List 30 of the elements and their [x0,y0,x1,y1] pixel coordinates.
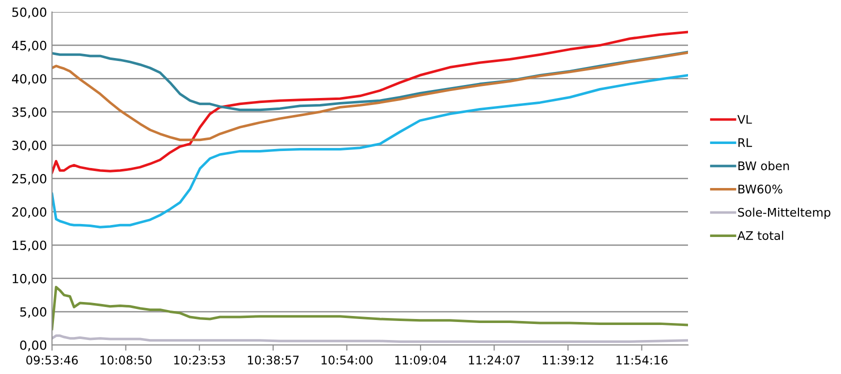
y-tick-label: 35,00 [12,107,46,118]
y-tick-label: 30,00 [12,140,46,152]
legend-label: RL [738,138,752,147]
x-tick-label: 11:39:12 [542,356,594,365]
y-tick-label: 0,00 [20,340,46,352]
line-series [52,30,688,174]
y-tick-label: 25,00 [12,174,46,185]
legend-label: BW oben [738,161,789,170]
x-tick-label: 11:24:07 [468,356,520,365]
x-tick-label: 11:54:16 [616,356,668,365]
x-tick-label: 11:09:04 [395,356,446,365]
legend-label: BW60% [738,184,782,194]
y-tick-label: 5,00 [20,307,46,318]
x-tick-label: 10:38:57 [248,356,299,365]
x-tick-label: 09:53:46 [26,356,78,365]
legend-label: Sole-Mitteltemp [738,208,830,220]
legend-label: AZ total [737,230,784,240]
y-tick-label: 15,00 [12,240,46,252]
legend-label: VL [737,115,752,124]
line-series [52,74,688,228]
x-tick-label: 10:54:00 [322,356,373,365]
line-series [52,51,688,142]
y-tick-label: 20,00 [12,207,46,218]
y-tick-label: 45,00 [12,40,46,52]
y-tick-label: 50,00 [12,7,46,18]
line-series [52,286,688,330]
y-tick-label: 40,00 [12,74,46,85]
y-tick-label: 10,00 [12,274,46,285]
x-tick-label: 10:23:53 [174,356,225,365]
x-tick-label: 10:08:50 [100,356,152,365]
